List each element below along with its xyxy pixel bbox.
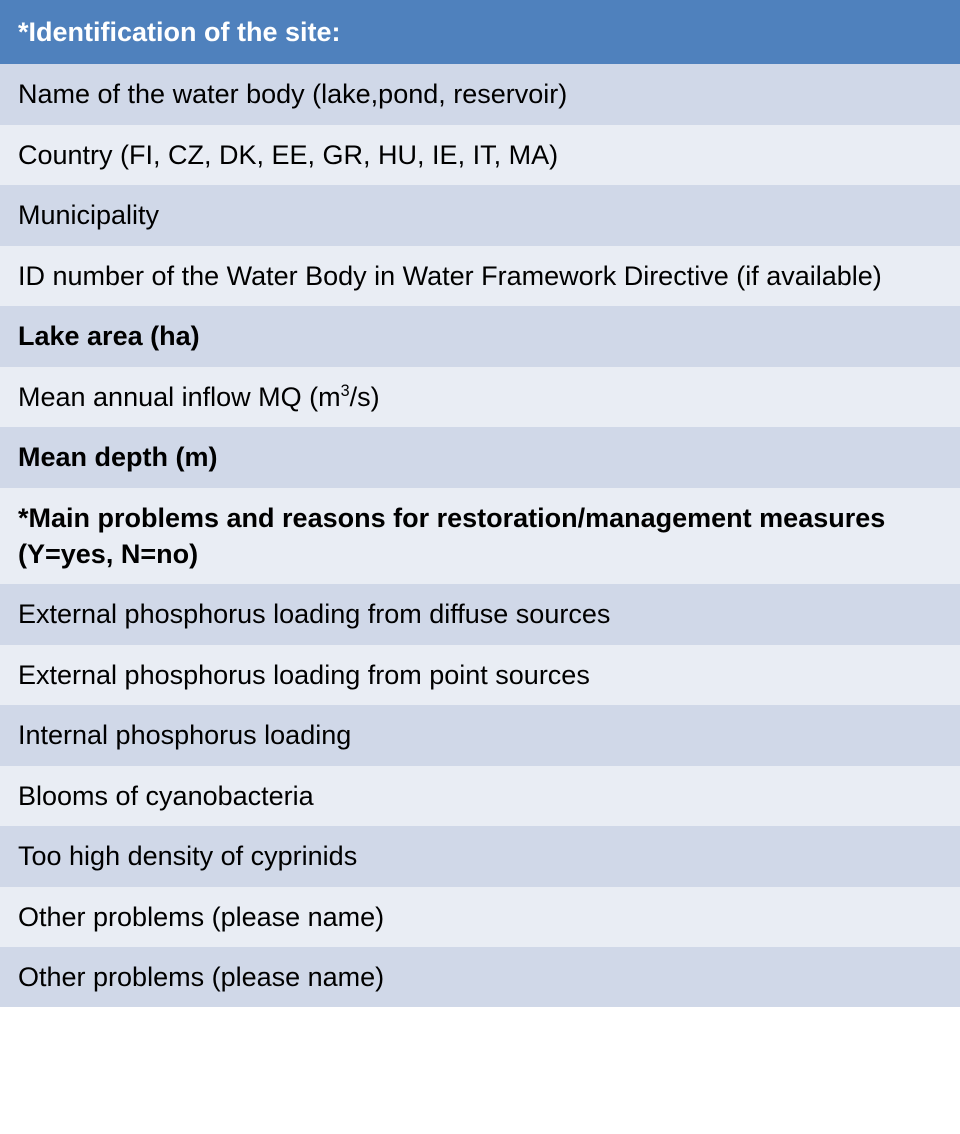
header-text: *Main problems and reasons for restorati… xyxy=(18,503,885,569)
section-header-problems: *Main problems and reasons for restorati… xyxy=(0,488,960,585)
field-mean-annual-inflow: Mean annual inflow MQ (m3/s) xyxy=(0,367,960,427)
label: Too high density of cyprinids xyxy=(18,841,357,871)
field-water-body-name: Name of the water body (lake,pond, reser… xyxy=(0,64,960,124)
label: Country (FI, CZ, DK, EE, GR, HU, IE, IT,… xyxy=(18,140,558,170)
label: Internal phosphorus loading xyxy=(18,720,351,750)
label: Name of the water body (lake,pond, reser… xyxy=(18,79,567,109)
label: Municipality xyxy=(18,200,159,230)
field-other-problems-2: Other problems (please name) xyxy=(0,947,960,1007)
label: Other problems (please name) xyxy=(18,902,384,932)
header-text: *Identification of the site: xyxy=(18,17,341,47)
field-ext-phosphorus-point: External phosphorus loading from point s… xyxy=(0,645,960,705)
superscript-3: 3 xyxy=(341,382,350,400)
label: Other problems (please name) xyxy=(18,962,384,992)
field-wfd-id: ID number of the Water Body in Water Fra… xyxy=(0,246,960,306)
label: Lake area (ha) xyxy=(18,321,200,351)
label: Mean depth (m) xyxy=(18,442,218,472)
field-internal-phosphorus: Internal phosphorus loading xyxy=(0,705,960,765)
label: External phosphorus loading from diffuse… xyxy=(18,599,610,629)
field-mean-depth: Mean depth (m) xyxy=(0,427,960,487)
label: External phosphorus loading from point s… xyxy=(18,660,590,690)
field-ext-phosphorus-diffuse: External phosphorus loading from diffuse… xyxy=(0,584,960,644)
label-suffix: /s) xyxy=(350,382,380,412)
section-header-identification: *Identification of the site: xyxy=(0,0,960,64)
form-table: *Identification of the site: Name of the… xyxy=(0,0,960,1134)
field-cyprinid-density: Too high density of cyprinids xyxy=(0,826,960,886)
field-cyanobacteria-blooms: Blooms of cyanobacteria xyxy=(0,766,960,826)
label: ID number of the Water Body in Water Fra… xyxy=(18,261,882,291)
field-lake-area: Lake area (ha) xyxy=(0,306,960,366)
field-country: Country (FI, CZ, DK, EE, GR, HU, IE, IT,… xyxy=(0,125,960,185)
label: Blooms of cyanobacteria xyxy=(18,781,314,811)
field-municipality: Municipality xyxy=(0,185,960,245)
label-prefix: Mean annual inflow MQ (m xyxy=(18,382,341,412)
field-other-problems-1: Other problems (please name) xyxy=(0,887,960,947)
